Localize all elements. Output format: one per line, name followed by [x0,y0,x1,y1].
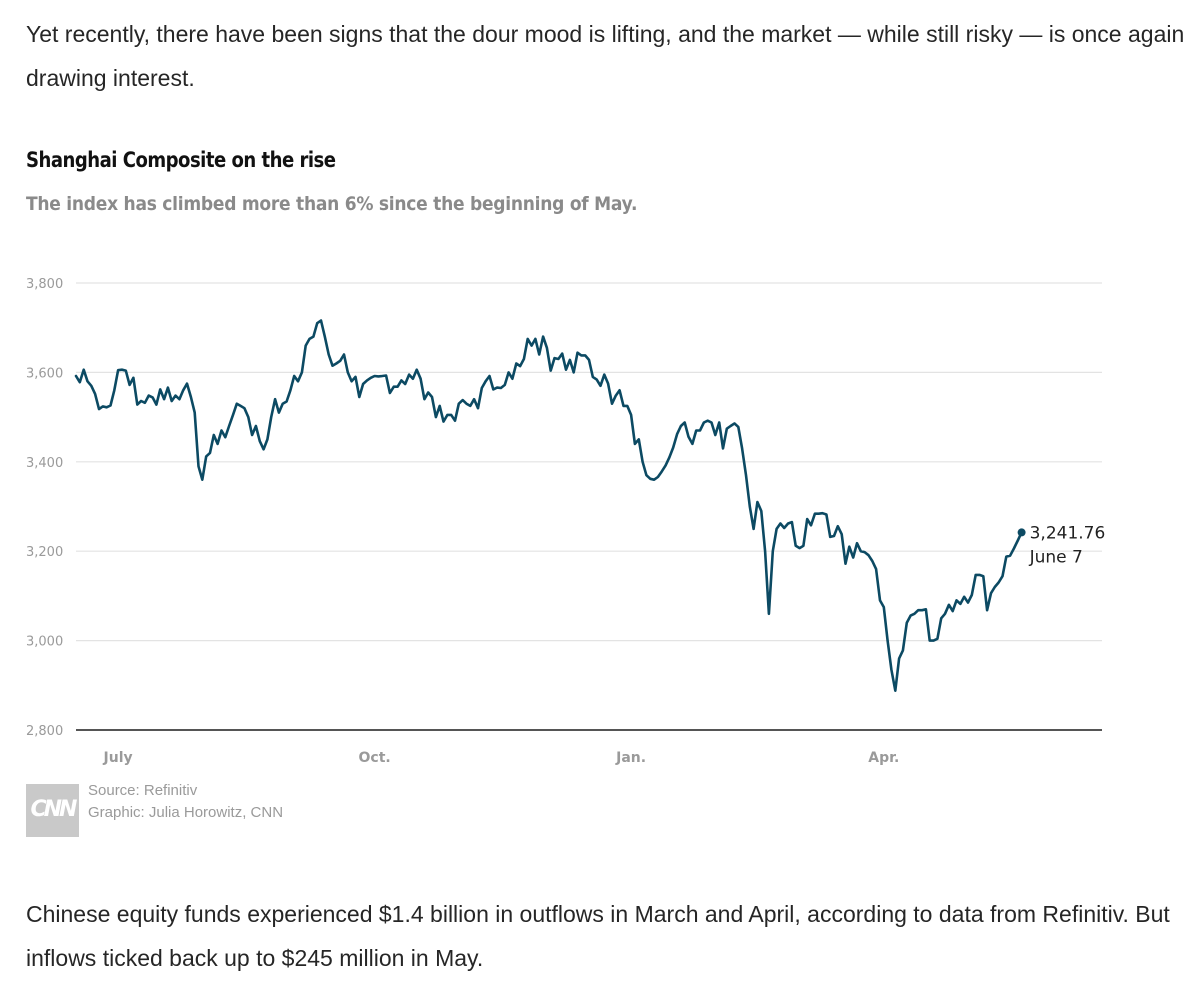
y-tick-label: 3,400 [26,456,63,471]
cnn-logo-text: CNN [30,797,78,822]
end-annotation: 3,241.76 June 7 [1017,523,1106,567]
y-tick-label: 2,800 [26,724,63,739]
chart-title: Shanghai Composite on the rise [26,148,336,172]
x-tick-label: Jan. [615,750,646,766]
source-credit: Source: Refinitiv [88,782,198,799]
chart-subtitle: The index has climbed more than 6% since… [26,193,638,215]
end-value-label: 3,241.76 [1030,523,1106,543]
series [74,319,1023,692]
gridlines [76,282,1102,731]
y-tick-label: 3,200 [26,545,63,560]
y-axis-ticks: 2,800 3,000 3,200 3,400 3,600 3,800 [26,277,63,739]
end-point-marker [1017,528,1026,537]
article-paragraph-2: Chinese equity funds experienced $1.4 bi… [26,901,1170,971]
graphic-credit: Graphic: Julia Horowitz, CNN [88,804,284,821]
article-paragraph: Yet recently, there have been signs that… [26,21,1185,91]
x-tick-label: Oct. [359,750,391,766]
y-tick-label: 3,000 [26,635,63,650]
end-date-label: June 7 [1029,547,1083,567]
x-tick-label: Apr. [868,750,899,766]
y-tick-label: 3,800 [26,277,63,292]
x-axis-ticks: July Oct. Jan. Apr. [103,750,900,766]
cnn-logo: CNN [26,784,79,837]
y-tick-label: 3,600 [26,366,63,381]
x-tick-label: July [103,750,133,766]
series-line [74,319,1023,692]
